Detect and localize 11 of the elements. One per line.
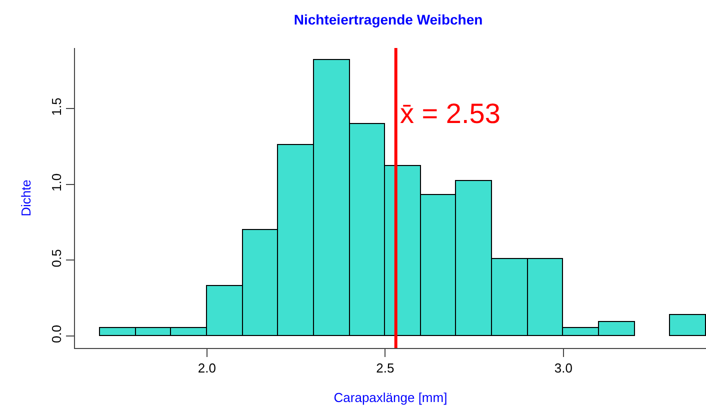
y-tick-label: 1.5 xyxy=(48,98,64,116)
x-tick-label: 2.5 xyxy=(376,360,394,376)
chart-title: Nichteiertragende Weibchen xyxy=(294,11,483,28)
x-tick-label: 3.0 xyxy=(554,360,572,376)
y-axis-title: Dichte xyxy=(18,180,34,216)
y-tick-label: 0.0 xyxy=(48,324,64,343)
x-axis-title: Carapaxlänge [mm] xyxy=(334,390,448,406)
y-tick-label: 1.0 xyxy=(48,173,64,192)
ref-line-label: x̄ = 2.53 xyxy=(400,98,500,129)
x-tick-label: 2.0 xyxy=(198,360,216,376)
y-tick-label: 0.5 xyxy=(48,249,64,268)
